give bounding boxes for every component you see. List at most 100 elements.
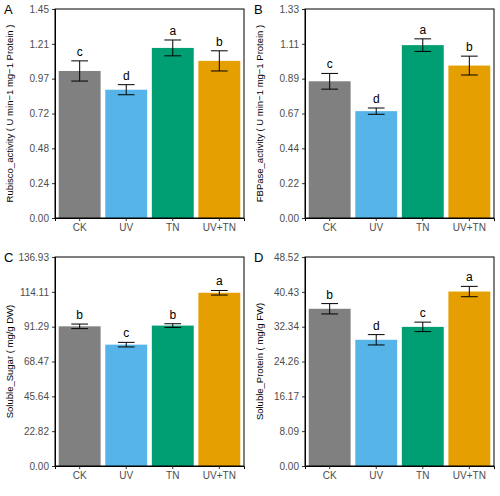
y-tick-label: 1.11 — [280, 39, 299, 50]
x-tick: UV+TN — [203, 466, 236, 481]
y-tick-label: 48.52 — [274, 252, 299, 263]
bar — [448, 292, 490, 466]
x-tick-label: UV+TN — [203, 222, 236, 233]
significance-letter: d — [373, 92, 380, 106]
error-bar-segment — [461, 56, 478, 57]
plot-frame — [305, 257, 494, 466]
y-tick: 0.00 — [30, 461, 55, 472]
error-bar-segment — [414, 331, 431, 332]
x-tick: UV+TN — [453, 218, 486, 233]
y-tick-label: 0.00 — [280, 213, 300, 224]
y-tick: 0.44 — [280, 143, 305, 154]
x-axis-line — [306, 467, 495, 470]
error-bar-segment — [211, 295, 228, 296]
bar — [105, 345, 147, 466]
error-bar-segment — [461, 296, 478, 297]
y-tick: 1.33 — [280, 4, 305, 15]
y-tick: 114.11 — [20, 287, 55, 298]
x-tick: UV — [119, 218, 133, 233]
error-bar-segment — [118, 94, 135, 95]
error-bar-segment — [461, 75, 478, 76]
bar — [152, 326, 194, 466]
y-tick: 91.29 — [24, 321, 55, 332]
error-bar — [118, 85, 135, 95]
y-tick-label: 0.24 — [30, 178, 50, 189]
x-tick: UV — [119, 466, 133, 481]
bar — [402, 45, 444, 218]
y-tick-label: 16.17 — [274, 391, 299, 402]
error-bar — [321, 73, 338, 89]
error-bar-segment — [126, 342, 127, 347]
error-bar — [71, 324, 88, 329]
panel-tag: D — [254, 250, 263, 265]
error-bar-segment — [368, 344, 385, 345]
error-bar-segment — [321, 303, 338, 304]
y-tick-label: 0.00 — [280, 461, 300, 472]
y-tick: 0.89 — [280, 73, 305, 84]
error-bar — [211, 290, 228, 295]
y-tick: 0.00 — [280, 213, 305, 224]
x-tick-label: UV — [119, 470, 133, 481]
significance-letter: b — [466, 40, 473, 54]
bar — [105, 90, 147, 218]
significance-letter: a — [169, 24, 176, 38]
error-bar-segment — [414, 38, 431, 39]
panel: cdab0.000.220.440.670.891.111.33CKUVTNUV… — [254, 2, 495, 233]
error-bar — [368, 335, 385, 345]
y-tick: 0.00 — [30, 213, 55, 224]
y-tick-label: 40.43 — [274, 287, 299, 298]
letters: bdca — [326, 270, 473, 332]
y-tick: 16.17 — [274, 391, 305, 402]
error-bar — [414, 322, 431, 331]
x-tick-label: UV+TN — [453, 470, 486, 481]
bar — [448, 66, 490, 218]
x-tick-label: CK — [73, 222, 87, 233]
y-tick: 0.22 — [280, 178, 305, 189]
error-bar-segment — [321, 313, 338, 314]
y-tick-label: 0.00 — [30, 461, 50, 472]
y-tick: 0.97 — [30, 73, 55, 84]
y-tick-label: 0.72 — [30, 108, 50, 119]
x-axis: CKUVTNUV+TN — [56, 466, 245, 481]
marks — [59, 290, 241, 466]
plot-frame — [55, 257, 244, 466]
panel: bdca0.008.0916.1724.2632.3440.4348.52CKU… — [254, 250, 495, 481]
y-tick: 1.45 — [30, 4, 55, 15]
error-bar-segment — [71, 324, 88, 325]
error-bar-segment — [329, 73, 330, 89]
error-bar-segment — [71, 328, 88, 329]
y-tick-label: 32.34 — [274, 321, 299, 332]
y-tick-label: 0.22 — [280, 178, 300, 189]
significance-letter: c — [327, 57, 333, 71]
y-tick: 0.67 — [280, 108, 305, 119]
y-tick: 0.48 — [30, 143, 55, 154]
error-bar-segment — [461, 286, 478, 287]
x-tick: UV+TN — [203, 218, 236, 233]
significance-letter: b — [169, 308, 176, 322]
error-bar-segment — [164, 323, 181, 324]
y-tick: 1.21 — [30, 39, 55, 50]
x-tick: CK — [73, 466, 87, 481]
panel: cdab0.000.240.480.720.971.211.45CKUVTNUV… — [4, 2, 245, 233]
error-bar-segment — [368, 114, 385, 115]
plot-frame — [55, 9, 244, 218]
significance-letter: d — [123, 69, 130, 83]
y-tick: 0.24 — [30, 178, 55, 189]
x-tick: CK — [323, 466, 337, 481]
y-tick-label: 24.26 — [274, 356, 299, 367]
error-bar-segment — [368, 334, 385, 335]
x-tick-label: CK — [73, 470, 87, 481]
error-bar-segment — [321, 89, 338, 90]
y-tick: 32.34 — [274, 321, 305, 332]
significance-letter: a — [419, 23, 426, 37]
error-bar-segment — [118, 342, 135, 343]
error-bar-segment — [71, 60, 88, 61]
y-tick-label: 1.33 — [280, 4, 300, 15]
x-tick-label: TN — [416, 222, 429, 233]
y-tick-label: 114.11 — [20, 287, 50, 298]
significance-letter: b — [326, 288, 333, 302]
y-tick-label: 91.29 — [24, 321, 49, 332]
x-tick: UV — [369, 466, 383, 481]
significance-letter: b — [216, 35, 223, 49]
significance-letter: c — [123, 326, 129, 340]
